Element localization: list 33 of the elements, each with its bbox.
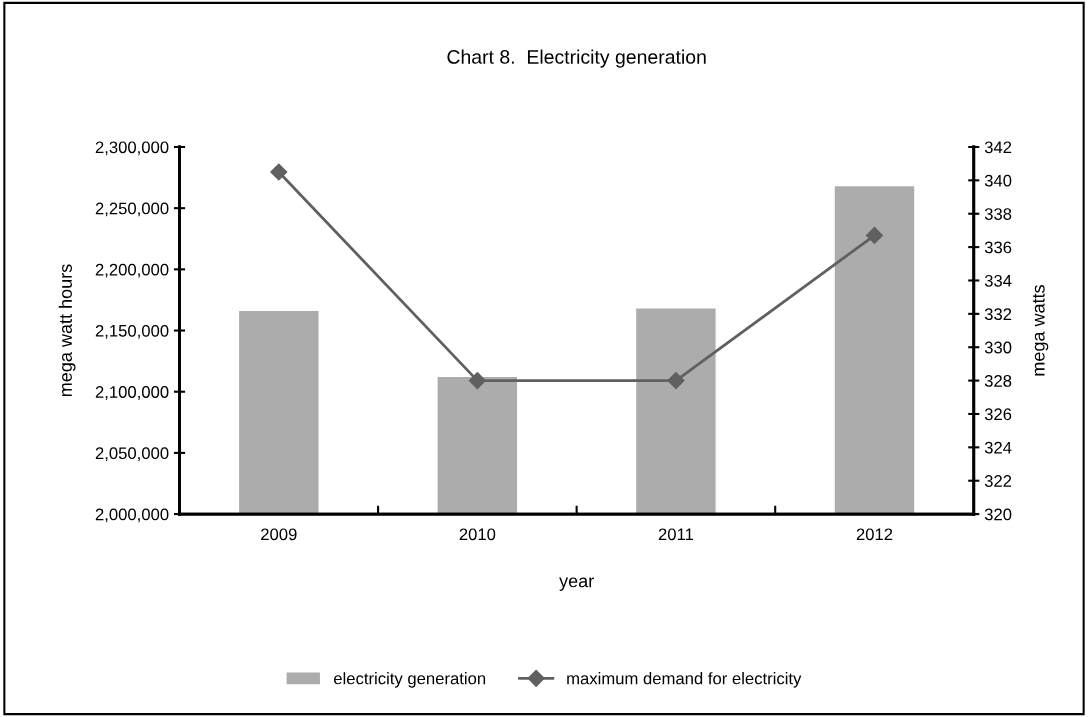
y-tick-label: 2,250,000 [95,202,169,217]
y2-tick-label: 332 [984,308,1012,321]
y2-tick-label: 324 [984,441,1012,454]
y2-tick-label: 330 [984,341,1012,354]
legend-label: maximum demand for electricity [567,672,802,688]
y2-tick-label: 336 [984,241,1012,254]
y2-tick-label: 320 [984,508,1012,521]
x-tick-label: 2011 [658,528,694,541]
y-axis-title: mega watt hours [58,264,76,397]
y-tick-label: 2,050,000 [95,447,169,462]
y-tick-label: 2,200,000 [95,263,169,278]
y2-tick-label: 342 [984,141,1012,154]
x-tick-label: 2009 [261,528,297,541]
point [667,372,685,390]
y2-tick-label: 328 [984,375,1012,387]
point [865,226,884,244]
y2-axis-title: mega watts [1032,285,1049,376]
x-tick-label: 2010 [459,528,496,541]
y-tick-label: 2,000,000 [95,508,169,523]
y2-tick-label: 338 [984,208,1012,220]
y-tick-label: 2,100,000 [95,386,169,400]
x-axis-title: year [559,577,594,591]
y2-tick-label: 322 [984,475,1012,487]
y2-tick-label: 326 [984,408,1012,421]
y2-tick-label: 340 [984,174,1012,187]
point [270,163,288,181]
x-tick-label: 2012 [856,528,893,541]
chart-title: Chart 8. Electricity generation [447,49,706,68]
legend-label: electricity generation [334,672,486,688]
y-tick-label: 2,300,000 [95,141,169,156]
y-tick-label: 2,150,000 [95,324,169,339]
point [468,372,486,390]
y2-tick-label: 334 [984,274,1012,287]
